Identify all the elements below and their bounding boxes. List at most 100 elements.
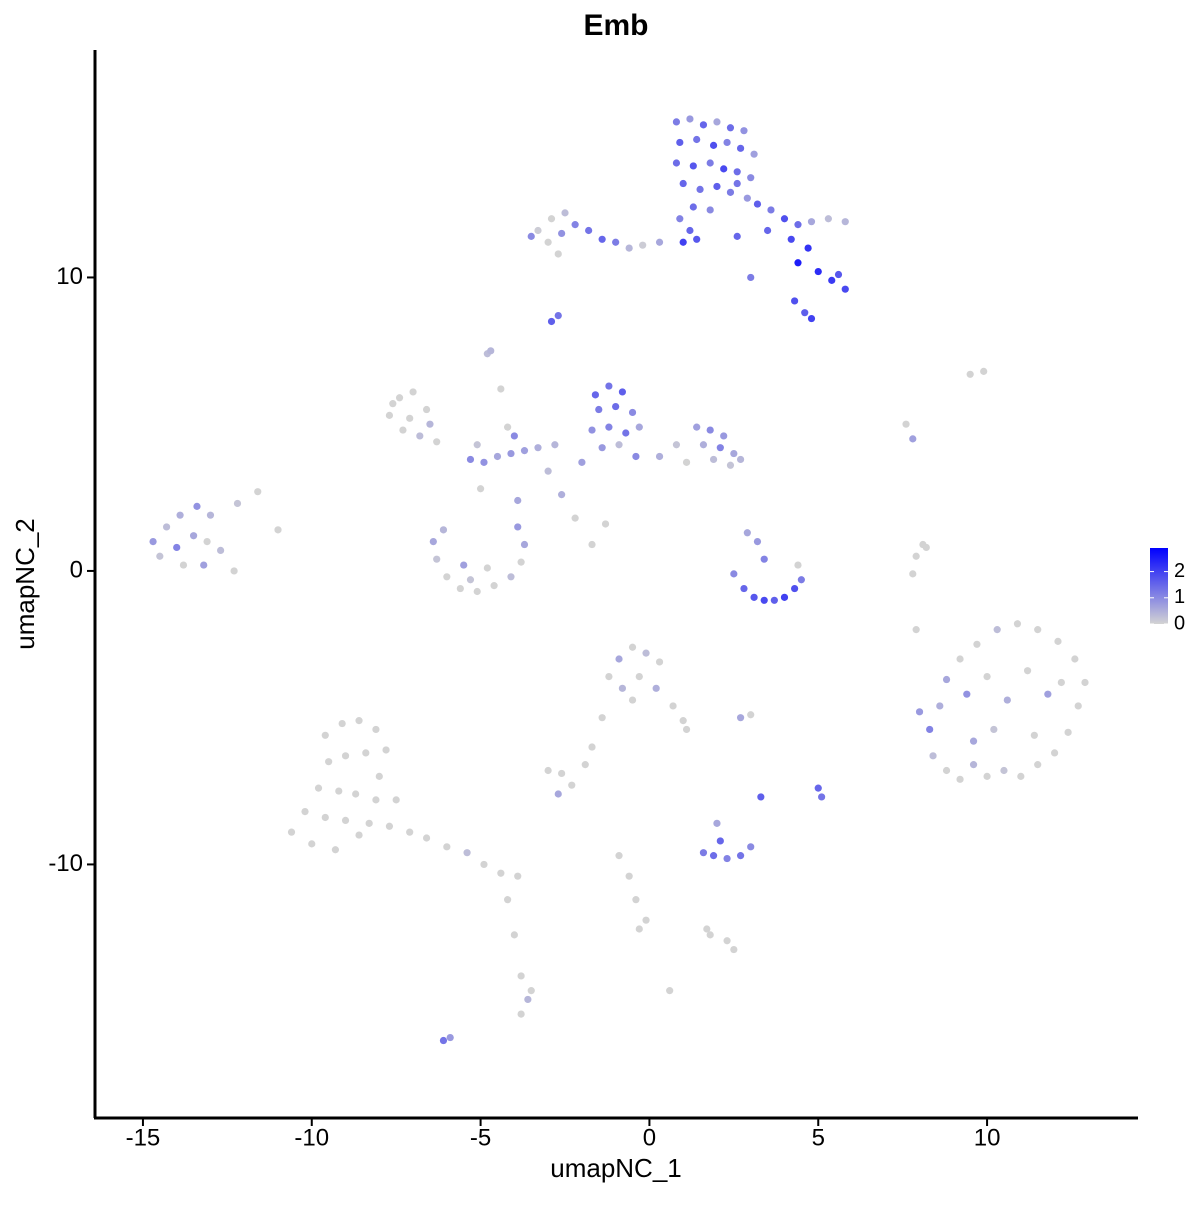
x-tick-label: -10 — [294, 1124, 329, 1151]
cell-point — [672, 118, 681, 126]
x-tick-label: -15 — [126, 1124, 161, 1151]
cell-point — [655, 238, 664, 246]
y-axis-label: umapNC_2 — [10, 518, 40, 650]
cell-point — [956, 775, 964, 783]
cell-point — [720, 432, 728, 440]
cell-point — [628, 643, 637, 651]
cell-point — [818, 793, 826, 801]
cell-point — [703, 925, 711, 933]
cell-point — [720, 165, 728, 173]
cell-point — [355, 831, 363, 839]
cell-point — [554, 250, 562, 258]
cell-point — [504, 423, 512, 431]
cell-point — [676, 138, 684, 147]
cell-point — [520, 540, 529, 549]
cell-point — [547, 215, 556, 223]
cell-point — [814, 267, 822, 276]
cell-point — [595, 405, 603, 414]
cell-point — [980, 367, 988, 375]
cell-point — [321, 731, 329, 739]
cell-point — [189, 532, 198, 540]
cell-point — [733, 179, 741, 188]
cell-point — [352, 790, 360, 798]
cell-point — [173, 543, 181, 552]
cell-point — [757, 793, 765, 801]
cell-point — [1057, 678, 1065, 687]
cell-point — [736, 455, 745, 464]
cell-point — [156, 552, 164, 560]
cell-point — [625, 244, 633, 252]
cell-point — [510, 931, 518, 939]
color-bar — [1150, 548, 1168, 624]
cell-point — [676, 215, 684, 223]
cell-point — [287, 828, 296, 836]
cell-point — [669, 702, 677, 710]
x-tick-label: 5 — [812, 1124, 825, 1151]
cell-point — [990, 725, 998, 734]
cell-point — [1054, 637, 1062, 645]
cell-point — [578, 458, 586, 466]
cell-point — [632, 896, 640, 904]
cell-point — [963, 690, 971, 698]
cell-point — [666, 987, 674, 995]
y-tick-label: 10 — [56, 263, 83, 290]
cell-point — [1064, 728, 1072, 736]
cell-point — [274, 526, 282, 534]
cell-point — [571, 221, 579, 229]
cell-point — [706, 426, 714, 434]
cell-point — [679, 238, 687, 246]
cell-point — [615, 852, 623, 860]
cell-point — [399, 426, 407, 434]
cell-point — [1074, 702, 1082, 710]
cell-point — [230, 567, 238, 575]
cell-point — [1017, 772, 1025, 780]
cell-point — [568, 781, 576, 789]
cell-point — [804, 244, 812, 252]
cell-point — [922, 543, 930, 552]
cell-point — [679, 717, 687, 725]
cell-point — [618, 684, 627, 692]
cell-point — [520, 447, 529, 455]
cell-point — [544, 766, 552, 775]
cell-point — [679, 179, 687, 188]
cell-point — [507, 449, 515, 458]
cell-point — [389, 400, 397, 408]
cell-point — [926, 725, 934, 734]
cell-point — [554, 790, 562, 798]
cell-point — [733, 168, 741, 176]
cell-point — [561, 209, 569, 217]
cell-point — [699, 441, 708, 449]
color-bar-label: 2 — [1174, 560, 1185, 582]
cell-point — [747, 711, 755, 719]
cell-point — [439, 526, 448, 534]
cell-point — [581, 761, 589, 769]
cell-point — [341, 752, 350, 760]
cell-point — [672, 159, 681, 167]
cell-point — [547, 317, 556, 326]
cell-point — [335, 787, 343, 795]
cell-point — [726, 188, 735, 196]
cell-point — [1003, 696, 1011, 704]
cell-point — [544, 467, 552, 475]
cell-point — [514, 523, 522, 531]
cell-point — [672, 441, 681, 449]
cell-point — [473, 441, 481, 449]
cell-point — [750, 150, 758, 158]
cell-point — [517, 558, 525, 566]
cell-point — [973, 640, 981, 648]
cell-point — [517, 1010, 525, 1018]
cell-point — [591, 391, 599, 399]
cell-point — [463, 849, 471, 857]
cell-point — [713, 182, 721, 191]
cell-point — [794, 221, 802, 229]
cell-point — [372, 725, 380, 734]
cell-point — [558, 769, 566, 778]
cell-point — [733, 232, 741, 240]
cell-point — [534, 226, 542, 235]
x-tick-label: 10 — [974, 1124, 1001, 1151]
cell-point — [355, 717, 363, 725]
cell-point — [524, 995, 532, 1004]
cell-point — [1081, 678, 1089, 687]
